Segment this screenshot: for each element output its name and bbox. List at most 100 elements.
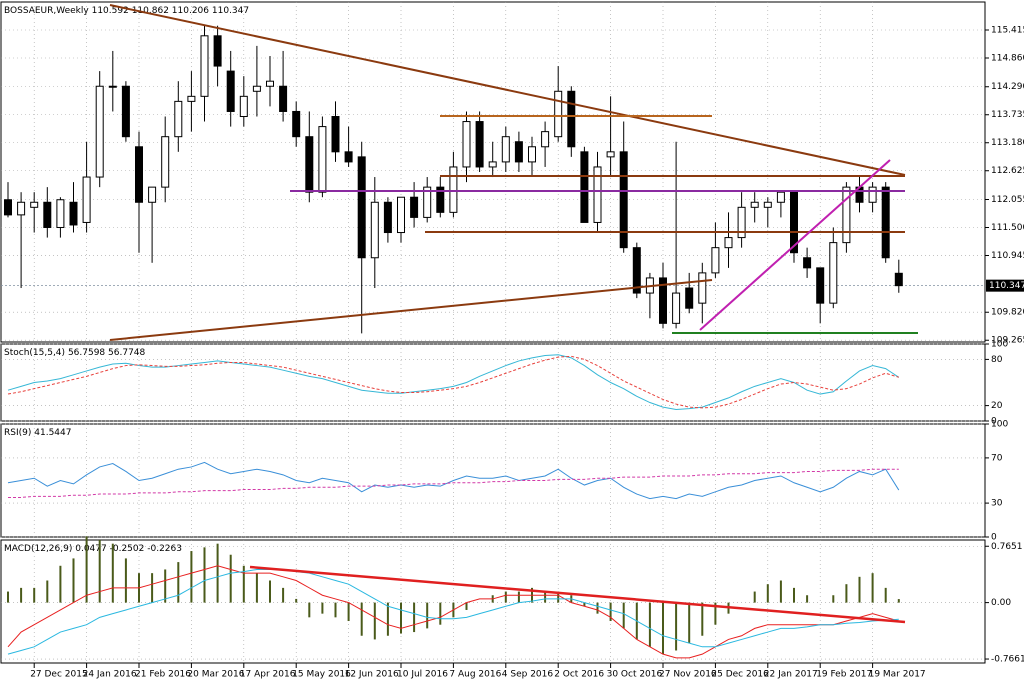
- indicator-line: [7, 461, 900, 500]
- y-tick-label: 0: [991, 533, 997, 543]
- histogram-bar: [714, 602, 717, 625]
- x-tick-label: 10 Jul 2016: [397, 670, 448, 680]
- candle-body: [174, 100, 183, 138]
- candle-body: [790, 191, 798, 254]
- indicator-header: BOSSAEUR,Weekly 110.592 110.862 110.206 …: [4, 6, 249, 16]
- readout-value: 110.862: [132, 6, 169, 16]
- x-tick-label: 2 Oct 2016: [554, 670, 604, 680]
- x-tick-label: 4 Sep 2016: [502, 670, 554, 680]
- readout-value: 110.206: [172, 6, 209, 16]
- candle-body: [462, 121, 471, 168]
- candle-body: [305, 136, 314, 193]
- histogram-bar: [255, 573, 258, 603]
- histogram-bar: [321, 602, 324, 614]
- histogram-bar: [426, 602, 429, 629]
- histogram-bar: [59, 565, 62, 603]
- candle-body: [541, 131, 550, 148]
- histogram-bar: [583, 602, 586, 607]
- candle-body: [383, 201, 392, 234]
- histogram-bar: [517, 591, 520, 603]
- histogram-bar: [229, 554, 232, 603]
- candle-body: [187, 95, 196, 102]
- indicator-header: Stoch(15,5,4) 56.7598 56.7748: [4, 348, 146, 358]
- indicator-line: [7, 355, 899, 409]
- histogram-bar: [662, 602, 664, 655]
- y-tick-label: 114.290: [991, 82, 1024, 92]
- indicator-header: RSI(9) 41.5447: [4, 428, 71, 438]
- histogram-bar: [360, 602, 363, 636]
- candle-body: [528, 146, 536, 163]
- candle-body: [108, 85, 117, 88]
- y-tick-label: 111.500: [991, 223, 1024, 233]
- candle-body: [4, 199, 12, 216]
- indicator-title: RSI(9): [4, 428, 31, 438]
- y-tick-label: 0.00: [991, 598, 1011, 608]
- candle-body: [475, 121, 484, 168]
- x-tick-label: 27 Dec 2015: [30, 670, 87, 680]
- candle-body: [252, 85, 261, 92]
- candle-body: [95, 85, 104, 178]
- y-tick-label: -0.7661: [991, 655, 1024, 665]
- candle-body: [292, 110, 301, 138]
- panel-frame: [0, 1, 986, 343]
- candle-body: [606, 151, 615, 158]
- histogram-bar: [753, 591, 756, 603]
- candle-body: [488, 161, 497, 168]
- indicator-line: [7, 565, 899, 659]
- candle-body: [213, 35, 222, 67]
- candle-body: [776, 191, 785, 203]
- histogram-bar: [884, 587, 887, 603]
- y-tick-label: 114.860: [991, 53, 1024, 63]
- indicator-title: MACD(12,26,9): [4, 544, 72, 554]
- histogram-bar: [766, 584, 769, 603]
- histogram-bar: [111, 543, 114, 603]
- candle-body: [737, 206, 746, 239]
- y-tick-label: 112.625: [991, 166, 1024, 176]
- histogram-bar: [33, 587, 36, 603]
- histogram-bar: [7, 591, 9, 603]
- candle-body: [148, 186, 157, 203]
- histogram-bar: [544, 591, 547, 603]
- candle-body: [266, 80, 274, 87]
- y-tick-label: 80: [991, 355, 1003, 365]
- histogram-bar: [806, 595, 809, 603]
- histogram-bar: [688, 602, 691, 644]
- candle-body: [593, 166, 602, 223]
- candle-body: [763, 201, 772, 208]
- histogram-bar: [203, 547, 206, 603]
- histogram-bar: [334, 602, 337, 618]
- histogram-bar: [465, 602, 468, 610]
- x-tick-label: 30 Oct 2016: [607, 670, 663, 680]
- histogram-bar: [845, 584, 848, 603]
- candle-body: [514, 141, 523, 163]
- trend-line: [109, 4, 906, 176]
- histogram-bar: [701, 602, 704, 636]
- y-tick-label: 112.055: [991, 195, 1024, 205]
- candle-body: [436, 186, 445, 213]
- candle-body: [698, 272, 707, 304]
- histogram-bar: [609, 602, 612, 622]
- readout-value: 41.5447: [34, 428, 71, 438]
- price-box-label: 110.347: [989, 281, 1024, 291]
- trend-line: [249, 565, 906, 624]
- candle-body: [200, 35, 209, 97]
- histogram-bar: [177, 562, 180, 603]
- candle-body: [423, 186, 432, 218]
- candle-body: [868, 186, 877, 203]
- y-tick-label: 115.415: [991, 25, 1024, 35]
- histogram-bar: [164, 569, 167, 603]
- candle-body: [56, 199, 65, 228]
- histogram-bar: [190, 551, 193, 603]
- candle-body: [239, 95, 248, 118]
- candle-body: [803, 257, 812, 269]
- indicator-line: [7, 568, 899, 655]
- x-tick-label: 19 Feb 2017: [816, 670, 872, 680]
- histogram-bar: [504, 591, 507, 603]
- candle-body: [659, 277, 667, 324]
- readout-value: 110.347: [212, 6, 249, 16]
- histogram-bar: [779, 580, 782, 603]
- histogram-bar: [347, 602, 350, 622]
- trend-line: [699, 159, 891, 331]
- panel-frame: [0, 539, 986, 664]
- histogram-bar: [648, 602, 651, 647]
